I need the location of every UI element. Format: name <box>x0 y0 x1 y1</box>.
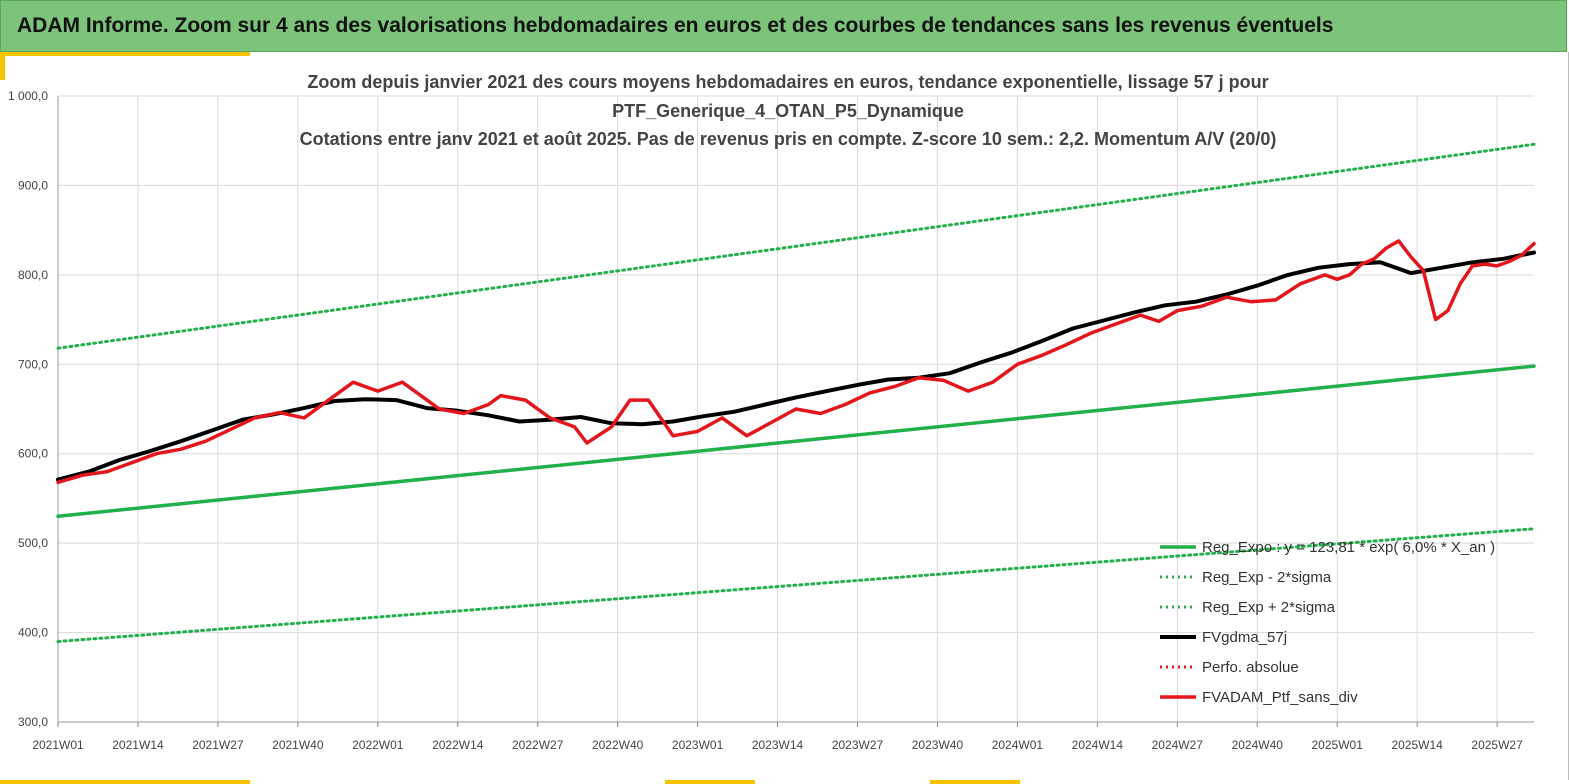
x-tick-label: 2025W27 <box>1471 738 1523 752</box>
legend-label-reg-exp-2-sigma: Reg_Exp + 2*sigma <box>1202 599 1336 616</box>
x-tick-label: 2021W27 <box>192 738 244 752</box>
chart-series <box>56 142 1536 643</box>
x-tick-label: 2023W40 <box>912 738 964 752</box>
series-line-fvadam-ptf-sans-div <box>56 239 1536 485</box>
chart-title-line-1: Zoom depuis janvier 2021 des cours moyen… <box>307 72 1268 92</box>
legend-label-reg-expo-y-123-81-exp-6-0-x-an: Reg_Expo : y = 123,81 * exp( 6,0% * X_an… <box>1202 539 1495 556</box>
x-tick-label: 2023W01 <box>672 738 724 752</box>
report-banner: ADAM Informe. Zoom sur 4 ans des valoris… <box>0 0 1567 52</box>
chart-legend: Reg_Expo : y = 123,81 * exp( 6,0% * X_an… <box>1160 539 1495 706</box>
legend-label-fvgdma-57j: FVgdma_57j <box>1202 629 1287 646</box>
x-tick-label: 2023W14 <box>752 738 804 752</box>
x-tick-label: 2022W27 <box>512 738 564 752</box>
y-tick-label: 800,0 <box>18 268 48 282</box>
legend-label-fvadam-ptf-sans-div: FVADAM_Ptf_sans_div <box>1202 689 1358 706</box>
y-tick-label: 500,0 <box>18 536 48 550</box>
y-tick-label: 700,0 <box>18 357 48 371</box>
x-tick-label: 2025W01 <box>1312 738 1364 752</box>
x-tick-label: 2022W01 <box>352 738 404 752</box>
y-tick-label: 300,0 <box>18 715 48 729</box>
report-title: ADAM Informe. Zoom sur 4 ans des valoris… <box>17 14 1334 37</box>
x-tick-label: 2023W27 <box>832 738 884 752</box>
y-tick-label: 1 000,0 <box>8 89 48 103</box>
y-tick-label: 400,0 <box>18 626 48 640</box>
accent-bar-bottom-1 <box>0 780 250 784</box>
chart-title: Zoom depuis janvier 2021 des cours moyen… <box>300 72 1277 149</box>
accent-bar-bottom-3 <box>930 780 1020 784</box>
accent-bar-left <box>0 52 5 80</box>
y-tick-label: 600,0 <box>18 447 48 461</box>
series-line-reg-exp-2-sigma <box>56 527 1536 643</box>
x-tick-label: 2024W40 <box>1232 738 1284 752</box>
series-line-fvgdma-57j <box>56 250 1536 482</box>
x-tick-label: 2022W40 <box>592 738 644 752</box>
x-tick-label: 2024W27 <box>1152 738 1204 752</box>
series-line-reg-exp-2-sigma <box>56 142 1536 350</box>
chart-axes: 300,0 400,0 500,0 600,0 700,0 800,0 900,0 1 000… <box>8 89 1534 752</box>
chart-grid <box>57 95 1534 723</box>
x-tick-label: 2025W14 <box>1391 738 1443 752</box>
series-line-reg-expo-y-123-81-exp-6-0-x-an <box>56 364 1536 519</box>
chart-title-line-2: PTF_Generique_4_OTAN_P5_Dynamique <box>612 101 964 121</box>
y-tick-label: 900,0 <box>18 178 48 192</box>
chart-title-line-3: Cotations entre janv 2021 et août 2025. … <box>300 129 1277 149</box>
x-tick-label: 2021W01 <box>32 738 84 752</box>
x-tick-label: 2022W14 <box>432 738 484 752</box>
x-tick-label: 2024W14 <box>1072 738 1124 752</box>
x-tick-label: 2024W01 <box>992 738 1044 752</box>
accent-bar-bottom-2 <box>665 780 755 784</box>
legend-label-perfo-absolue: Perfo. absolue <box>1202 659 1299 676</box>
legend-label-reg-exp-2-sigma: Reg_Exp - 2*sigma <box>1202 569 1332 586</box>
x-tick-label: 2021W40 <box>272 738 324 752</box>
accent-bar-top <box>0 52 250 56</box>
x-tick-label: 2021W14 <box>112 738 164 752</box>
